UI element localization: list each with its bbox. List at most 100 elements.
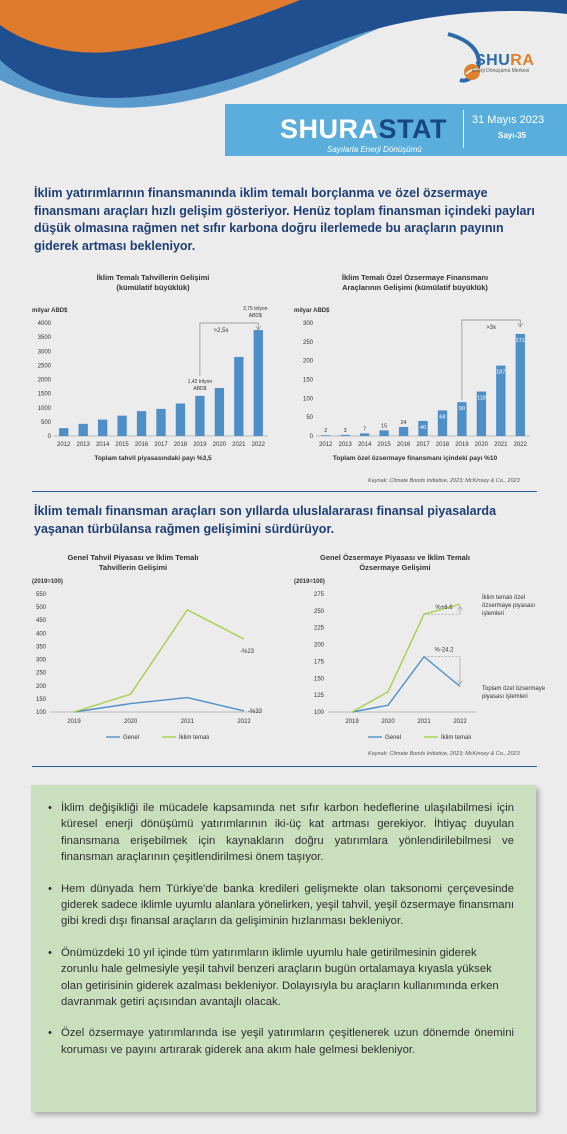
climate-series-label: özsermaye piyasası [482,603,535,609]
growth-bracket [461,319,521,401]
y-tick-label: 350 [36,644,47,650]
x-tick-label: 2012 [319,442,333,448]
x-tick-label: 2022 [252,442,266,448]
chart-footnote: Toplam tahvil piyasasındaki payı %3,5 [94,455,212,462]
growth-bracket [199,322,259,376]
y-tick-label: 50 [306,415,313,421]
y-tick-label: 3500 [38,335,52,341]
lead-paragraph-2: İklim temalı finansman araçları son yıll… [34,504,497,536]
lead-paragraph-1: İklim yatırımlarının finansmanında iklim… [34,186,535,253]
bar [253,330,263,436]
y-tick-label: 2000 [38,378,52,384]
brand-logo-text: SHURA [475,52,534,70]
bar [97,419,108,436]
key-point: İklim değişikliği ile mücadele kapsamınd… [48,800,514,866]
bar [117,415,127,436]
x-tick-label: 2021 [181,719,195,725]
x-tick-label: 2020 [213,442,227,448]
x-tick-label: 2020 [124,719,138,725]
x-tick-label: 2019 [67,719,81,725]
tagline: Sayılarla Enerji Dönüşümü [327,145,422,154]
arrow-up-icon [457,605,463,611]
y-tick-label: 200 [303,359,314,365]
band-divider [463,110,464,148]
series-line [73,696,245,713]
publication-date: 31 Mayıs 2023 [472,114,545,126]
legend-label: Genel [385,735,401,741]
bond-bar-chart: İklim Temalı Tahvillerin Gelişimi(kümüla… [32,273,268,462]
y-tick-label: 300 [303,321,314,327]
chart-subtitle: Özsermaye Gelişimi [359,563,430,572]
bar [398,426,409,436]
chart-subtitle: (kümülatif büyüklük) [116,283,190,292]
y-tick-label: 1000 [38,406,52,412]
x-tick-label: 2018 [436,442,450,448]
y-tick-label: 250 [36,671,47,677]
bar [136,411,147,436]
bar [78,423,88,436]
data-label: 7 [363,426,366,432]
x-tick-label: 2016 [397,442,411,448]
y-tick-label: 200 [36,684,47,690]
x-tick-label: 2015 [115,442,129,448]
key-point: Hem dünyada hem Türkiye'de banka kredile… [48,881,514,930]
y-tick-label: 100 [303,396,314,402]
growth-label: >3x [486,325,496,331]
bar [234,356,244,436]
bar [515,333,525,436]
x-tick-label: 2021 [417,719,431,725]
y-tick-label: 2500 [38,363,52,369]
shura-logo-icon [447,32,481,83]
y-tick-label: 500 [36,605,47,611]
x-tick-label: 2022 [237,719,251,725]
data-label: 271 [516,338,525,344]
y-tick-label: 200 [314,643,325,649]
series-line [351,603,461,713]
x-tick-label: 2019 [193,442,207,448]
y-tick-label: 225 [314,626,325,632]
y-tick-label: 100 [36,710,47,716]
chart-subtitle: Araçlarının Gelişimi (kümülatif büyüklük… [342,283,488,292]
x-tick-label: 2020 [381,719,395,725]
arrow-down-icon [255,325,262,331]
data-label: 3 [344,428,347,434]
bar [156,408,166,436]
series-line [351,655,461,713]
y-tick-label: 4000 [38,321,52,327]
publication-title: SHURASTAT [280,114,447,145]
data-label: 15 [381,423,387,429]
climate-series-label: İklim temalı özel [482,594,525,601]
bond-index-line-chart: Genel Tahvil Piyasası ve İklim TemalıTah… [32,553,263,741]
general-change-label: %-24.2 [434,648,454,654]
arrow-down-icon [457,680,463,685]
x-tick-label: 2022 [514,442,528,448]
chart-title: İklim Temalı Özel Özsermaye Finansmanı [342,273,488,282]
bar [175,403,186,436]
y-tick-label: 150 [36,697,47,703]
y-tick-label: 100 [314,710,325,716]
x-tick-label: 2015 [377,442,391,448]
y-tick-label: 250 [314,609,325,615]
general-series-label: piyasası işlemleri [482,694,528,700]
bar [379,430,389,436]
brand-part2: RA [510,52,535,69]
y-tick-label: 0 [48,434,52,440]
section-divider-2 [32,766,537,767]
issue-number: Sayı-35 [498,131,527,140]
annotation-2022-unit: ABD$ [249,313,262,319]
data-label: 187 [496,370,505,376]
bar [195,395,205,436]
data-label: 2 [324,428,327,434]
x-tick-label: 2022 [453,719,467,725]
source-note-1: Kaynak: Climate Bonds Initiative, 2023; … [368,478,520,484]
title-part1: SHURA [280,114,379,144]
chart-footnote: Toplam özel özsermaye finansmanı içindek… [333,455,498,462]
chart-title: İklim Temalı Tahvillerin Gelişimi [97,273,210,282]
section-divider-1 [32,491,537,492]
y-tick-label: 550 [36,592,47,598]
general-series-label: Toplam özel özsermaye [482,686,546,692]
bar [359,433,370,436]
source-note-2: Kaynak: Climate Bonds Initiative, 2023; … [368,751,520,757]
bar [437,410,448,436]
y-tick-label: 0 [310,434,314,440]
